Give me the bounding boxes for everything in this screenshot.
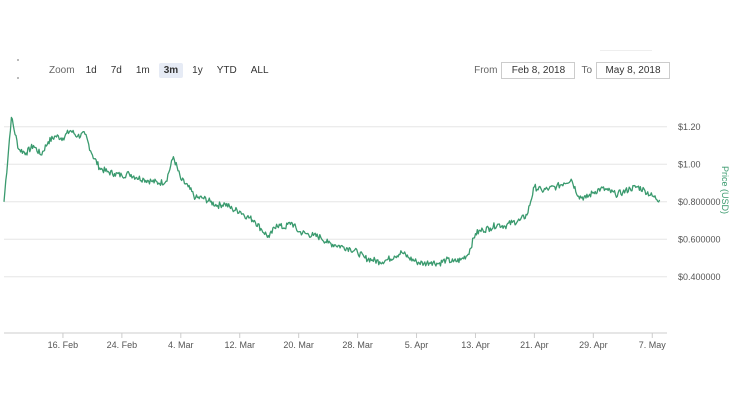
x-axis: 16. Feb 24. Feb 4. Mar 12. Mar 20. Mar 28. Ma… (48, 333, 667, 350)
x-tick-label: 12. Mar (224, 340, 255, 350)
x-tick-label: 4. Mar (168, 340, 194, 350)
y-tick-label: $0.400000 (678, 272, 721, 282)
zoom-button-1y[interactable]: 1y (192, 65, 203, 76)
x-tick-label: 13. Apr (461, 340, 490, 350)
series-layer (3, 116, 661, 267)
zoom-button-ytd[interactable]: YTD (216, 65, 237, 76)
x-tick-label: 20. Mar (283, 340, 314, 350)
to-label: To (581, 65, 592, 76)
y-tick-label: $1.00 (678, 159, 701, 169)
grid-lines (4, 126, 667, 334)
y-axis: $1.20 $1.00 $0.800000 $0.600000 $0.400000 (678, 122, 721, 282)
x-tick-label: 21. Apr (520, 340, 549, 350)
y-tick-label: $0.800000 (678, 197, 721, 207)
x-tick-label: 5. Apr (405, 340, 429, 350)
zoom-button-7d[interactable]: 7d (110, 65, 122, 76)
zoom-button-1m[interactable]: 1m (135, 65, 150, 76)
x-tick-label: 24. Feb (107, 340, 138, 350)
x-tick-label: 28. Mar (342, 340, 373, 350)
from-date-input[interactable] (501, 62, 576, 79)
menu-dots-icon[interactable] (17, 48, 31, 79)
divider (600, 50, 652, 51)
zoom-button-3m[interactable]: 3m (158, 63, 184, 78)
from-label: From (474, 65, 498, 76)
zoom-button-all[interactable]: ALL (250, 65, 269, 76)
x-tick-label: 16. Feb (48, 340, 79, 350)
zoom-bar: Zoom 1d 7d 1m 3m 1y YTD ALL (49, 63, 278, 78)
zoom-button-1d[interactable]: 1d (85, 65, 97, 76)
x-tick-label: 29. Apr (579, 340, 608, 350)
y-axis-title: Price (USD) (720, 166, 730, 214)
x-tick-label: 7. May (639, 340, 667, 350)
zoom-label: Zoom (49, 65, 75, 76)
y-tick-label: $1.20 (678, 122, 701, 132)
to-date-input[interactable] (596, 62, 670, 79)
price-line (3, 116, 661, 267)
date-range-selector: From To (468, 62, 670, 79)
y-tick-label: $0.600000 (678, 234, 721, 244)
